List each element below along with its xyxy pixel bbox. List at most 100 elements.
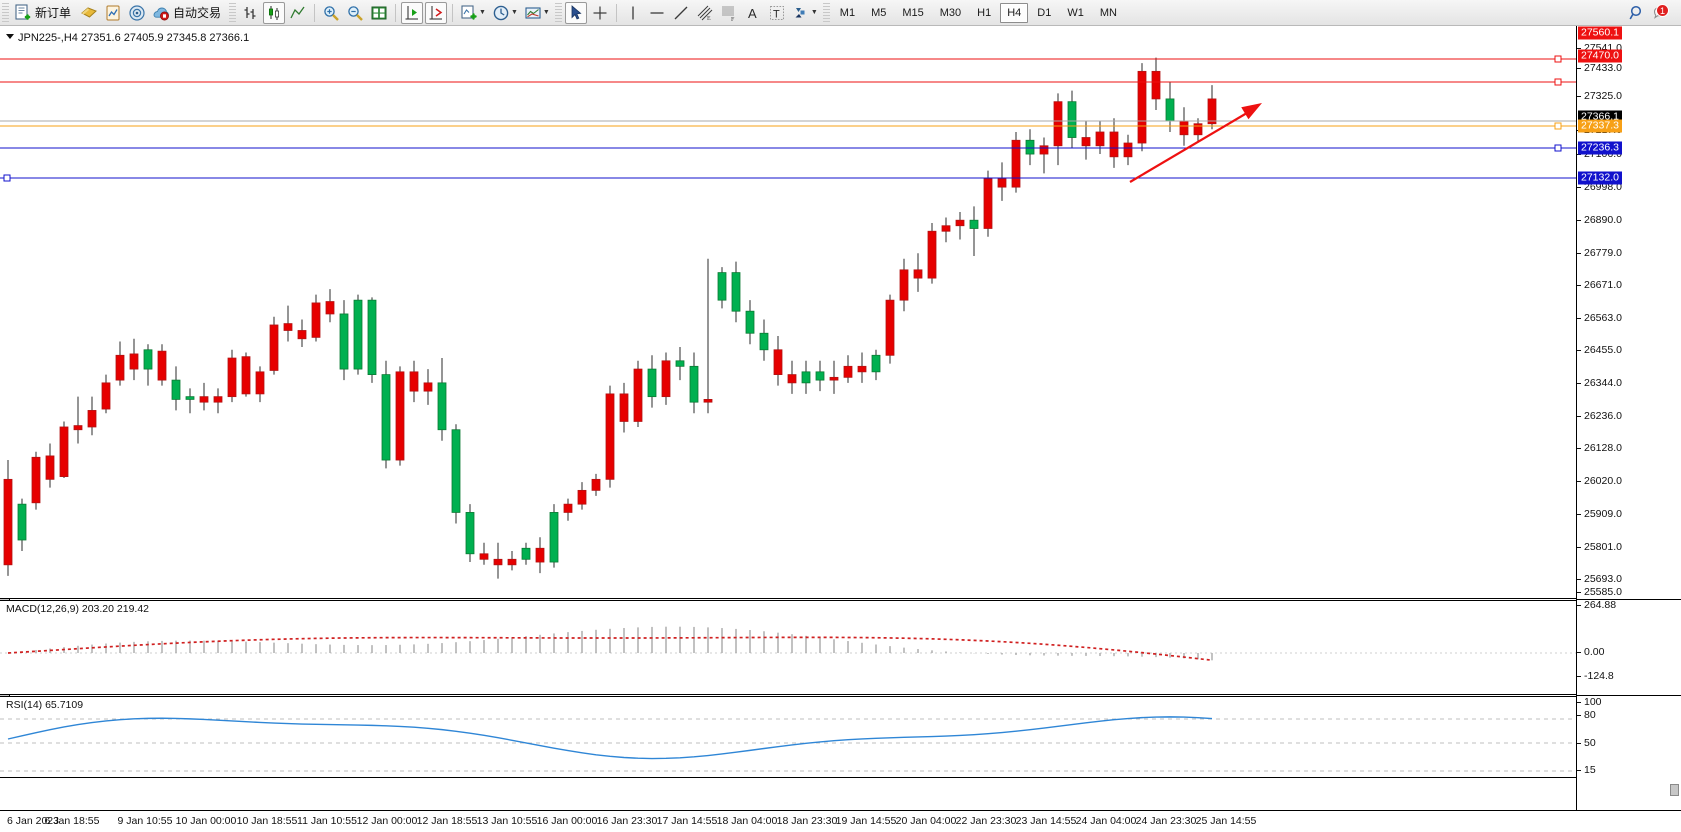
macd-title-label: MACD(12,26,9) 203.20 219.42 (6, 603, 150, 615)
trendline-button[interactable] (670, 2, 692, 24)
bar-chart-button[interactable] (239, 2, 261, 24)
market-watch-button[interactable] (78, 2, 100, 24)
macd-pane[interactable]: MACD(12,26,9) 203.20 219.42 (0, 600, 1576, 695)
price-axis-tick: 27433.0 (1577, 62, 1622, 74)
time-axis-tick: 16 Jan 23:30 (596, 815, 658, 827)
toolbar-grip-4[interactable] (822, 2, 830, 23)
price-tag-resistance[interactable]: 27470.0 (1578, 49, 1622, 63)
fibonacci-button[interactable]: F (718, 2, 740, 24)
price-axis-tick: 27325.0 (1577, 90, 1622, 102)
price-axis-tick: 26779.0 (1577, 247, 1622, 259)
data-window-button[interactable] (102, 2, 124, 24)
time-axis-tick: 18 Jan 04:00 (716, 815, 778, 827)
price-tag-support-low[interactable]: 27132.0 (1578, 171, 1622, 185)
data-window-icon (106, 5, 120, 20)
auto-scroll-button[interactable] (401, 1, 424, 24)
zoom-out-button[interactable] (344, 2, 366, 24)
timeframe-w1[interactable]: W1 (1067, 6, 1084, 19)
tile-windows-icon (371, 6, 387, 19)
toolbar-separator-4 (615, 3, 617, 22)
price-tag-resistance-high[interactable]: 27560.1 (1578, 26, 1622, 40)
rsi-axis-tick: 15 (1577, 764, 1596, 776)
search-icon (1629, 5, 1642, 19)
chart-area[interactable]: JPN225-,H4 27351.6 27405.9 27345.8 27366… (0, 26, 1681, 832)
macd-axis-tick: -124.8 (1577, 670, 1614, 682)
toolbar-separator-1 (314, 3, 316, 22)
period-caret-icon[interactable]: ▼ (510, 9, 518, 16)
price-axis-tick: 26344.0 (1577, 377, 1622, 389)
time-axis-tick: 20 Jan 04:00 (895, 815, 957, 827)
price-axis-tick: 26236.0 (1577, 410, 1622, 422)
candlestick-chart-button[interactable] (263, 1, 286, 24)
text-box-button[interactable]: T (766, 2, 788, 24)
toolbar-grip-2[interactable] (229, 2, 237, 23)
main-price-pane[interactable]: JPN225-,H4 27351.6 27405.9 27345.8 27366… (0, 26, 1576, 599)
rsi-pane[interactable]: RSI(14) 65.7109 (0, 696, 1576, 778)
price-tag-entry[interactable]: 27337.3 (1578, 119, 1622, 133)
time-axis-tick: 24 Jan 23:30 (1135, 815, 1197, 827)
axis-scroll-handle[interactable] (1670, 784, 1679, 796)
text-label-button[interactable]: A (742, 2, 764, 24)
timeframe-m5[interactable]: M5 (871, 6, 887, 19)
macd-axis-tick: 264.88 (1577, 599, 1616, 611)
time-axis-tick: 12 Jan 00:00 (356, 815, 418, 827)
svg-text:T: T (773, 8, 780, 20)
chart-shift-icon (429, 5, 443, 20)
period-clock-button[interactable]: ▼ (490, 2, 520, 24)
new-order-button[interactable]: 新订单 (12, 2, 76, 24)
chart-shift-button[interactable] (425, 1, 448, 24)
time-axis-tick: 10 Jan 18:55 (236, 815, 298, 827)
cursor-button[interactable] (564, 1, 587, 24)
add-indicator-button[interactable]: ▼ (458, 2, 488, 24)
price-axis-tick: 26563.0 (1577, 312, 1622, 324)
tile-windows-button[interactable] (368, 2, 390, 24)
timeframe-m30[interactable]: M30 (939, 6, 962, 19)
price-tag-support[interactable]: 27236.3 (1578, 141, 1622, 155)
equidistant-channel-icon: E (697, 5, 713, 22)
axis-divider-rsi (1577, 695, 1681, 696)
timeframe-m15[interactable]: M15 (902, 6, 924, 19)
vertical-line-button[interactable] (622, 2, 644, 24)
horizontal-line-icon (650, 11, 664, 14)
time-axis[interactable]: 6 Jan 2023 6 Jan 18:55 9 Jan 10:55 10 Jan 0… (0, 810, 1681, 832)
price-axis-tick: 26890.0 (1577, 214, 1622, 226)
timeframe-m1[interactable]: M1 (839, 6, 856, 19)
svg-text:A: A (748, 6, 757, 21)
timeframe-h1[interactable]: H1 (977, 6, 992, 19)
shapes-caret-icon[interactable]: ▼ (810, 9, 818, 16)
text-box-icon: T (769, 5, 784, 20)
toolbar-grip[interactable] (2, 2, 9, 23)
timeframe-d1[interactable]: D1 (1037, 6, 1052, 19)
search-button[interactable] (1626, 2, 1648, 24)
toolbar-grip-3[interactable] (554, 2, 562, 23)
templates-button[interactable]: ▼ (522, 2, 552, 24)
templates-caret-icon[interactable]: ▼ (542, 9, 550, 16)
svg-text:E: E (707, 16, 711, 22)
price-axis-tick: 25801.0 (1577, 541, 1622, 553)
navigator-button[interactable] (126, 2, 148, 24)
equidistant-channel-button[interactable]: E (694, 2, 716, 24)
chat-notification-button[interactable]: 1 (1650, 2, 1672, 24)
time-axis-tick: 19 Jan 14:55 (835, 815, 897, 827)
symbol-collapse-icon[interactable] (6, 34, 14, 39)
horizontal-line-button[interactable] (646, 2, 668, 24)
line-chart-button[interactable] (287, 2, 309, 24)
price-axis[interactable]: 27541.027433.027325.027217.027106.026998… (1576, 26, 1681, 832)
crosshair-button[interactable] (589, 2, 611, 24)
autotrading-button[interactable]: 自动交易 (150, 2, 226, 24)
zoom-in-button[interactable] (320, 2, 342, 24)
indicator-caret-icon[interactable]: ▼ (479, 9, 486, 16)
rsi-axis-tick: 100 (1577, 696, 1602, 708)
time-axis-tick: 18 Jan 23:30 (776, 815, 838, 827)
timeframe-mn[interactable]: MN (1099, 6, 1117, 19)
shapes-button[interactable]: ▼ (790, 2, 820, 24)
time-axis-tick: 12 Jan 18:55 (416, 815, 478, 827)
crosshair-icon (593, 6, 607, 19)
rsi-axis-tick: 80 (1577, 709, 1596, 721)
new-order-label: 新订单 (35, 6, 72, 20)
time-axis-tick: 6 Jan 18:55 (44, 815, 100, 827)
rsi-title-label: RSI(14) 65.7109 (6, 699, 84, 711)
price-axis-tick: 25909.0 (1577, 508, 1622, 520)
timeframe-h4[interactable]: H4 (1000, 2, 1029, 23)
